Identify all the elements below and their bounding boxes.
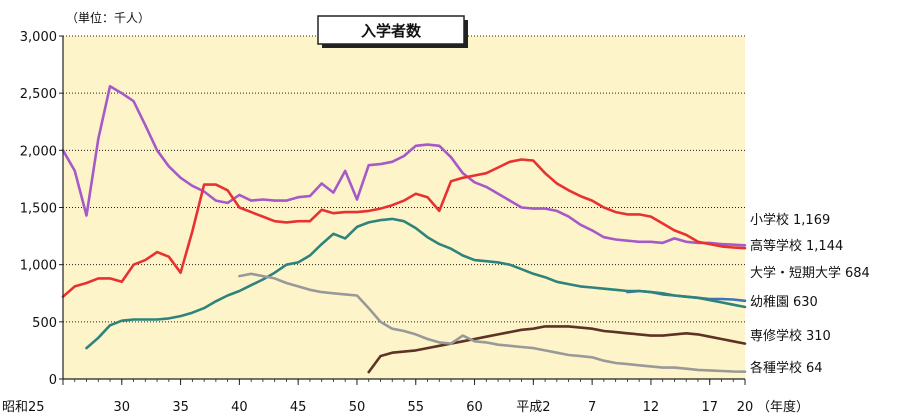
y-tick-label: 2,000	[20, 144, 57, 159]
x-tick-label: 40	[231, 400, 248, 415]
series-value: 1,169	[793, 213, 830, 228]
x-tick-label: 50	[349, 400, 366, 415]
series-label: 専修学校 310	[750, 328, 831, 344]
series-name: 専修学校	[750, 328, 802, 344]
series-line-0	[61, 85, 747, 247]
y-tick-label: 3,000	[20, 30, 57, 45]
y-tick-label: 2,500	[20, 87, 57, 102]
x-tick-label: 平成2	[516, 400, 550, 415]
x-tick-label: 7	[588, 400, 596, 415]
series-label: 各種学校 64	[750, 360, 823, 376]
x-tick-label: 60	[466, 400, 483, 415]
x-tick-label: 12	[643, 400, 660, 415]
y-axis: 0 500 1,000 1,500 2,000 2,500 3,000	[20, 30, 64, 388]
unit-label: （単位：千人）	[66, 10, 150, 25]
x-tick-label: 30	[114, 400, 131, 415]
x-axis-title: （年度）	[757, 399, 809, 415]
series-name: 幼稚園	[750, 295, 789, 310]
series-name: 高等学校	[750, 238, 802, 254]
series-label: 幼稚園 630	[750, 295, 818, 310]
series-name: 小学校	[750, 212, 789, 228]
series-value: 684	[845, 266, 870, 281]
series-line-3	[85, 217, 747, 350]
plot-area	[63, 36, 745, 379]
series-label: 高等学校 1,144	[750, 238, 843, 254]
y-tick-label: 500	[32, 316, 57, 331]
series-name: 各種学校	[750, 360, 802, 376]
x-tick-label: 昭和25	[2, 400, 45, 415]
series-lines	[61, 85, 747, 374]
x-tick-label: 55	[407, 400, 424, 415]
y-tick-label: 0	[49, 373, 57, 388]
y-tick-label: 1,500	[20, 202, 57, 217]
x-axis: 昭和25 30 35 40 45 50 55 60 平成2 7 12 17 20 （年度）	[2, 378, 809, 415]
chart-title: 入学者数	[361, 22, 422, 40]
series-value: 310	[806, 329, 831, 344]
series-line-4	[367, 325, 747, 374]
x-tick-label: 17	[701, 400, 718, 415]
series-value: 1,144	[806, 239, 843, 254]
series-labels: 小学校 1,169 高等学校 1,144 大学・短期大学 684 幼稚園 630 専修学校 310…	[750, 212, 870, 376]
x-tick-label: 45	[290, 400, 307, 415]
series-value: 64	[806, 361, 823, 376]
series-value: 630	[793, 295, 818, 310]
series-label: 大学・短期大学 684	[750, 265, 870, 281]
x-tick-label: 35	[172, 400, 189, 415]
series-label: 小学校 1,169	[750, 212, 830, 228]
y-tick-label: 1,000	[20, 259, 57, 274]
x-tick-label: 20	[737, 400, 754, 415]
series-name: 大学・短期大学	[750, 265, 841, 281]
series-line-1	[61, 158, 747, 299]
series-line-5	[238, 272, 747, 374]
chart-title-box: 入学者数	[317, 15, 468, 48]
